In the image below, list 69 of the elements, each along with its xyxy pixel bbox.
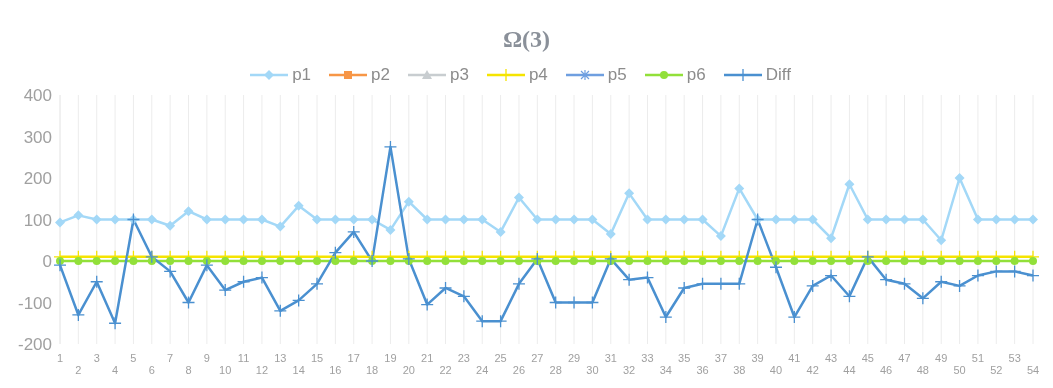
x-tick-label: 2: [75, 364, 82, 376]
x-tick-label: 47: [898, 352, 911, 364]
legend-label: p6: [686, 65, 706, 85]
x-tick-label: 43: [824, 352, 838, 364]
x-tick-label: 36: [696, 364, 709, 376]
x-tick-label: 52: [990, 364, 1003, 376]
x-tick-label: 35: [678, 352, 691, 364]
x-tick-label: 7: [167, 352, 174, 364]
x-tick-label: 29: [567, 352, 581, 364]
x-tick-label: 48: [916, 364, 929, 376]
x-tick-label: 8: [185, 364, 192, 376]
x-tick-label: 34: [659, 364, 672, 376]
x-tick-label: 49: [935, 352, 948, 364]
x-tick-label: 44: [843, 364, 856, 376]
y-tick-label: -200: [17, 335, 52, 355]
y-tick-label: 0: [42, 252, 52, 272]
x-tick-label: 53: [1008, 352, 1021, 364]
x-tick-label: 22: [439, 364, 452, 376]
x-tick-label: 15: [310, 352, 324, 364]
x-tick-label: 30: [586, 364, 599, 376]
x-tick-label: 18: [365, 364, 379, 376]
x-tick-label: 26: [512, 364, 526, 376]
legend-label: Diff: [765, 65, 791, 85]
x-tick-label: 1: [56, 352, 64, 364]
x-tick-label: 31: [604, 352, 617, 364]
x-tick-label: 32: [622, 364, 636, 376]
y-tick-label: 400: [23, 86, 52, 106]
x-tick-label: 51: [971, 352, 985, 364]
x-tick-label: 3: [93, 352, 100, 364]
x-tick-label: 23: [457, 352, 471, 364]
x-tick-label: 20: [402, 364, 415, 376]
x-tick-label: 38: [733, 364, 746, 376]
y-tick-label: 300: [23, 127, 52, 147]
legend-label: p3: [449, 65, 469, 85]
x-tick-label: 13: [274, 352, 287, 364]
x-tick-label: 5: [130, 352, 137, 364]
x-tick-label: 25: [494, 352, 507, 364]
x-tick-label: 46: [880, 364, 893, 376]
x-tick-label: 6: [148, 364, 155, 376]
x-tick-label: 50: [953, 364, 966, 376]
legend-label: p4: [528, 65, 548, 85]
x-tick-label: 19: [384, 352, 397, 364]
x-tick-label: 27: [531, 352, 544, 364]
legend-label: p1: [292, 65, 312, 85]
x-tick-label: 28: [549, 364, 562, 376]
legend-label: p2: [371, 65, 390, 85]
x-tick-label: 9: [203, 352, 210, 364]
x-tick-label: 41: [788, 352, 801, 364]
x-tick-label: 39: [751, 352, 764, 364]
x-tick-label: 21: [421, 352, 434, 364]
y-tick-label: -100: [17, 293, 52, 313]
legend-label: p5: [607, 65, 627, 85]
x-tick-label: 45: [861, 352, 874, 364]
x-tick-label: 37: [714, 352, 728, 364]
x-tick-label: 17: [347, 352, 360, 364]
x-tick-label: 40: [769, 364, 783, 376]
x-tick-label: 24: [476, 364, 489, 376]
x-tick-label: 42: [806, 364, 819, 376]
chart-title: Ω(3): [501, 25, 552, 54]
x-tick-label: 54: [1026, 364, 1040, 376]
x-tick-label: 4: [112, 364, 119, 376]
x-tick-label: 10: [219, 364, 232, 376]
x-tick-label: 14: [292, 364, 305, 376]
x-tick-label: 33: [641, 352, 654, 364]
y-tick-label: 100: [23, 210, 52, 230]
y-tick-label: 200: [23, 169, 52, 189]
x-tick-label: 11: [237, 352, 250, 364]
x-tick-label: 16: [329, 364, 342, 376]
x-tick-label: 12: [255, 364, 269, 376]
